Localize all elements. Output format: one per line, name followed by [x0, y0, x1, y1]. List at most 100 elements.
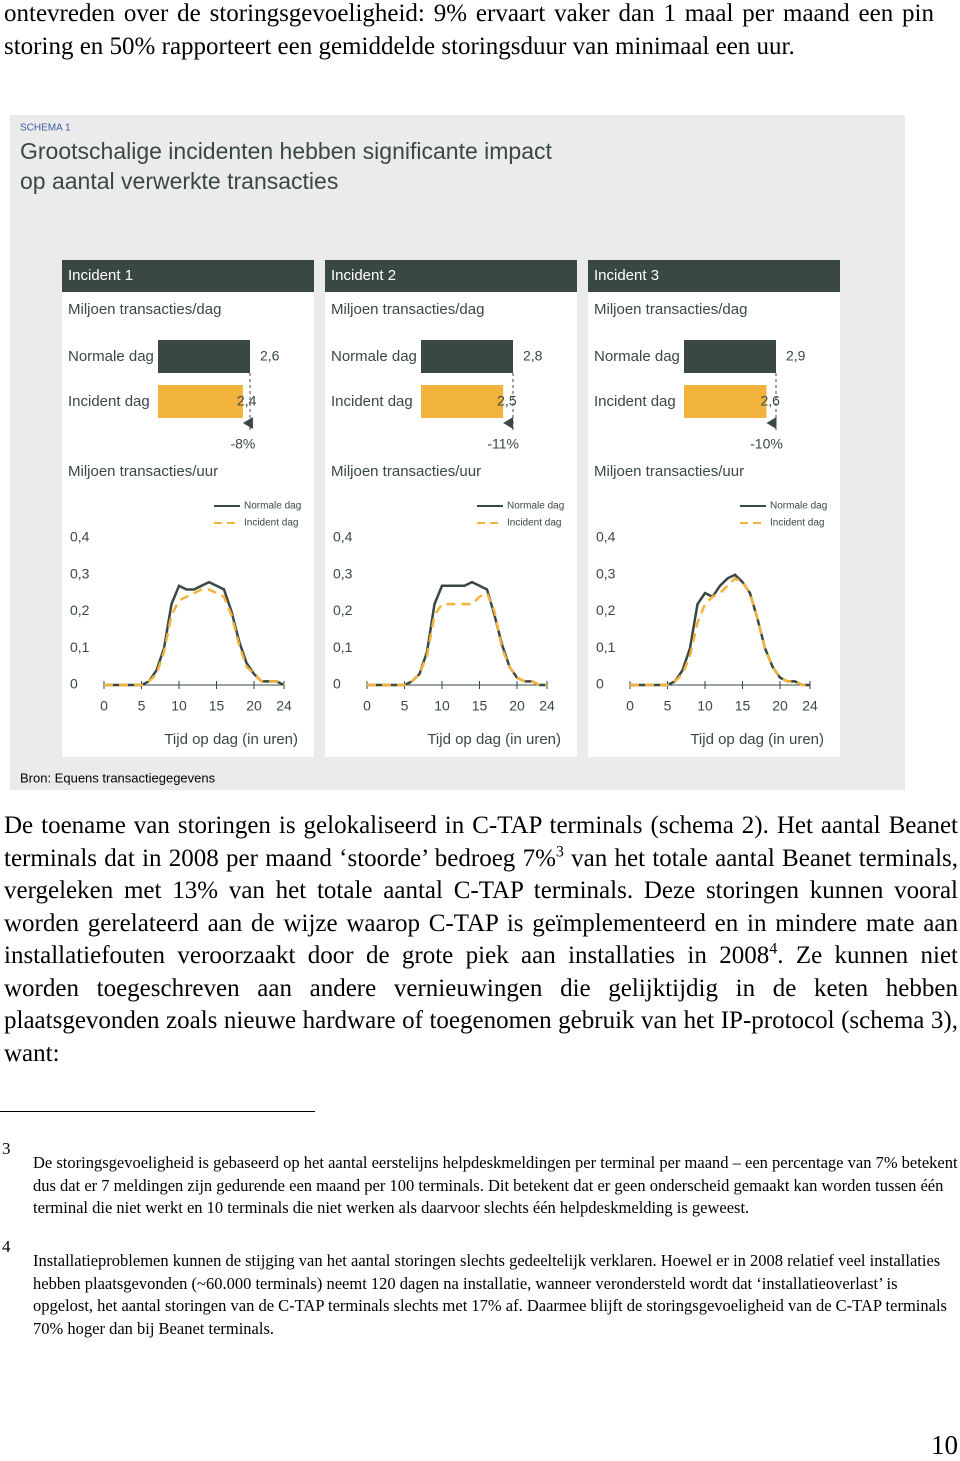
- page-number: 10: [931, 1430, 958, 1460]
- x-tick-label: 10: [171, 698, 187, 714]
- schema-title: op aantal verwerkte transacties: [20, 168, 338, 194]
- legend-label: Normale dag: [507, 501, 564, 512]
- bar: [158, 340, 250, 373]
- change-annotation: -8%: [230, 436, 255, 452]
- bar-category: Incident dag: [594, 393, 676, 410]
- footnote-number: 4: [2, 1237, 11, 1256]
- footnote-ref: 3: [555, 843, 564, 861]
- bar: [684, 385, 767, 418]
- x-axis-label: Tijd op dag (in uren): [690, 731, 824, 748]
- footnote-text: De storingsgevoeligheid is gebaseerd op …: [33, 1153, 958, 1217]
- legend-label: Incident dag: [244, 518, 299, 529]
- bar-subtitle: Miljoen transacties/dag: [594, 301, 747, 318]
- legend-label: Normale dag: [770, 501, 827, 512]
- bar-category: Incident dag: [68, 393, 150, 410]
- footnote: 3 De storingsgevoeligheid is gebaseerd op…: [0, 1139, 958, 1220]
- x-tick-label: 10: [697, 698, 713, 714]
- bar-value-label: 2,4: [237, 393, 257, 409]
- header-bg: [588, 260, 840, 292]
- bar-category: Normale dag: [68, 348, 154, 365]
- y-tick-label: 0: [333, 676, 341, 692]
- arrow-marker: [503, 417, 514, 429]
- incident-title: Incident 3: [594, 267, 659, 284]
- schema-title: Grootschalige incidenten hebben signific…: [20, 138, 552, 164]
- x-tick-label: 0: [100, 698, 108, 714]
- y-tick-label: 0,2: [596, 602, 616, 618]
- y-tick-label: 0,3: [596, 565, 616, 581]
- y-tick-label: 0,3: [70, 565, 90, 581]
- y-tick-label: 0,1: [596, 639, 616, 655]
- series-line: [104, 588, 285, 687]
- change-annotation: -10%: [750, 436, 783, 452]
- legend-label: Normale dag: [244, 501, 301, 512]
- legend-label: Incident dag: [770, 518, 825, 529]
- x-tick-label: 24: [802, 698, 818, 714]
- bar-value-label: 2,9: [786, 348, 806, 364]
- bar-category: Incident dag: [331, 393, 413, 410]
- bar: [158, 385, 243, 418]
- x-tick-label: 15: [472, 698, 488, 714]
- schema-label: SCHEMA 1: [20, 123, 71, 134]
- intro: ontevreden over de storingsgevoeligheid:…: [4, 0, 934, 60]
- bar-value-label: 2,6: [260, 348, 280, 364]
- bar-subtitle: Miljoen transacties/dag: [68, 301, 221, 318]
- x-tick-label: 20: [509, 698, 525, 714]
- change-annotation: -11%: [487, 436, 519, 452]
- bar-subtitle: Miljoen transacties/dag: [331, 301, 484, 318]
- line-title: Miljoen transacties/uur: [594, 463, 744, 480]
- body-text: De toename van storingen is gelokaliseer…: [4, 810, 958, 1070]
- y-tick-label: 0,2: [70, 602, 90, 618]
- series-line: [367, 591, 547, 687]
- bar-value-label: 2,5: [497, 393, 517, 409]
- source: Bron: Equens transactiegegevens: [20, 770, 216, 785]
- series-line: [630, 576, 810, 687]
- x-axis-label: Tijd op dag (in uren): [427, 731, 561, 748]
- y-tick-label: 0,4: [70, 529, 90, 545]
- incident-title: Incident 1: [68, 267, 133, 284]
- y-tick-label: 0,2: [333, 602, 353, 618]
- footnote-rule: [0, 1111, 315, 1112]
- body-span: De toename van storingen is gelokaliseer…: [4, 812, 958, 872]
- y-tick-label: 0,3: [333, 565, 353, 581]
- x-tick-label: 24: [539, 698, 555, 714]
- bar-category: Normale dag: [594, 348, 680, 365]
- footnote-ref: 4: [769, 940, 778, 958]
- x-tick-label: 0: [363, 698, 371, 714]
- incident-title: Incident 2: [331, 267, 396, 284]
- x-tick-label: 5: [138, 698, 146, 714]
- y-tick-label: 0: [70, 676, 78, 692]
- footnote-number: 3: [2, 1139, 11, 1158]
- bar: [421, 340, 513, 373]
- x-axis-label: Tijd op dag (in uren): [164, 731, 298, 748]
- bar-value-label: 2,8: [523, 348, 543, 364]
- body-span: . Ze kunnen niet worden toegeschreven aa…: [4, 942, 958, 1067]
- x-tick-label: 5: [401, 698, 409, 714]
- x-tick-label: 15: [209, 698, 225, 714]
- x-tick-label: 5: [664, 698, 672, 714]
- header-bg: [62, 260, 314, 292]
- x-tick-label: 0: [626, 698, 634, 714]
- line-title: Miljoen transacties/uur: [68, 463, 218, 480]
- arrow-marker: [766, 417, 777, 429]
- footnote: 4 Installatieproblemen kunnen de stijging…: [0, 1237, 958, 1340]
- x-tick-label: 20: [246, 698, 262, 714]
- y-tick-label: 0: [596, 676, 604, 692]
- x-tick-label: 10: [434, 698, 450, 714]
- bar-value-label: 2,6: [760, 393, 780, 409]
- x-tick-label: 24: [276, 698, 292, 714]
- y-tick-label: 0,4: [333, 529, 353, 545]
- line-title: Miljoen transacties/uur: [331, 463, 481, 480]
- bar-category: Normale dag: [331, 348, 417, 365]
- bar: [684, 340, 776, 373]
- x-tick-label: 20: [772, 698, 788, 714]
- arrow-marker: [242, 417, 253, 429]
- y-tick-label: 0,1: [70, 639, 90, 655]
- y-tick-label: 0,1: [333, 639, 353, 655]
- x-tick-label: 15: [735, 698, 751, 714]
- body-span: van het totale aantal Beanet terminals, …: [4, 844, 959, 970]
- schema: SCHEMA 1 Grootschalige incidenten hebben…: [10, 115, 905, 790]
- bar: [421, 385, 504, 418]
- footnote-text: Installatieproblemen kunnen de stijging …: [33, 1251, 947, 1338]
- y-tick-label: 0,4: [596, 529, 616, 545]
